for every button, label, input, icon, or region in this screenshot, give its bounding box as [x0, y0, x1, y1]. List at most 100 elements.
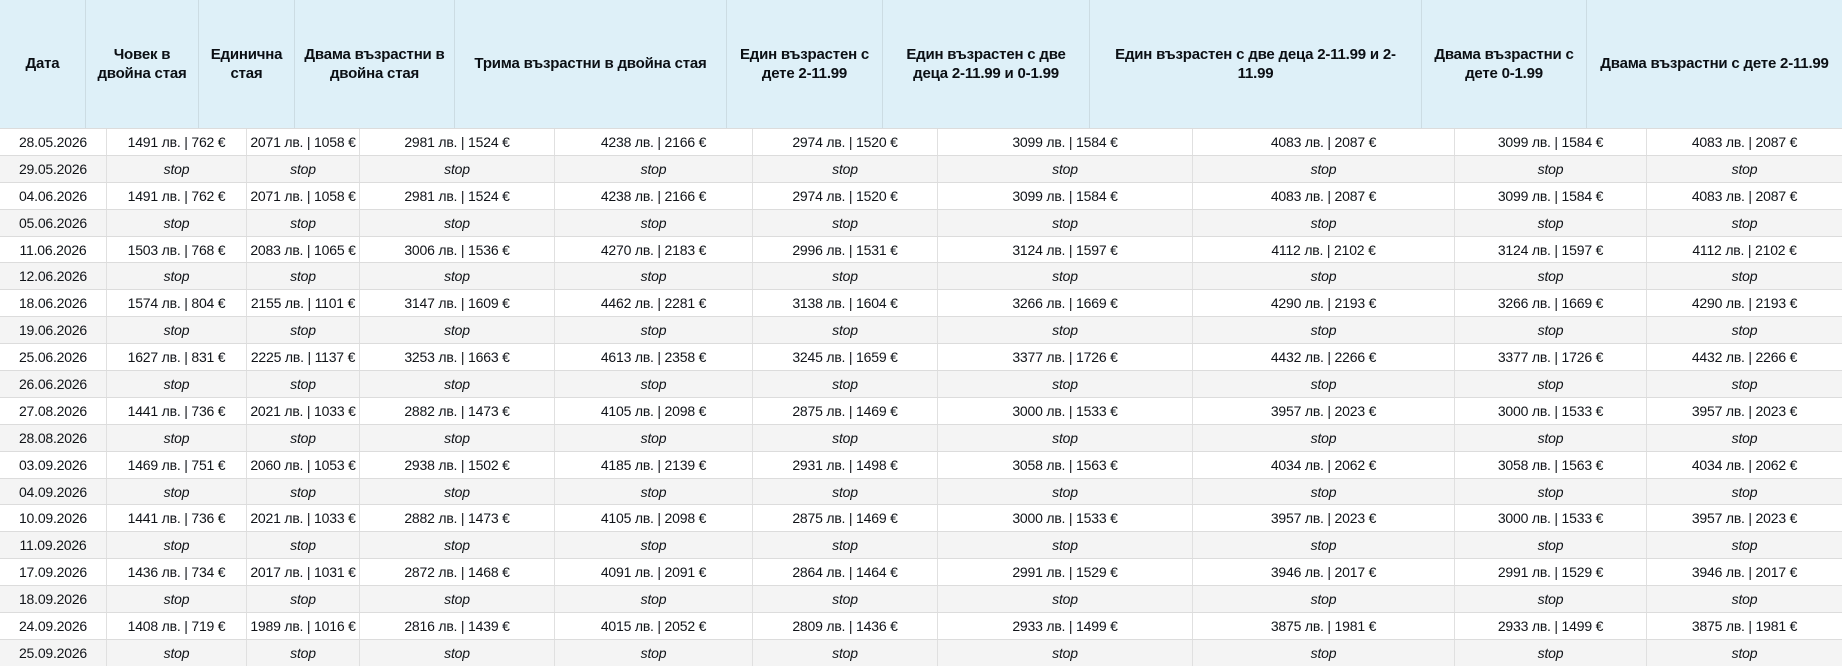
- date-cell: 11.06.2026: [0, 236, 107, 263]
- column-header-one-adult-one-child: Един възрастен с дете 2-11.99: [727, 0, 883, 128]
- date-cell: 18.09.2026: [0, 586, 107, 613]
- price-cell: 2882 лв. | 1473 €: [360, 397, 555, 424]
- price-cell: 4105 лв. | 2098 €: [555, 505, 753, 532]
- stop-cell: stop: [1731, 214, 1758, 231]
- table-row: 11.09.2026 stop stop stop stop stop stop stop st…: [0, 531, 1842, 559]
- date-cell: 03.09.2026: [0, 451, 107, 478]
- price-cell: 1503 лв. | 768 €: [107, 236, 247, 263]
- stop-cell: stop: [938, 586, 1193, 613]
- stop-cell: stop: [360, 424, 555, 451]
- table-row: 25.06.2026 1627 лв. | 831 €2225 лв. | 113…: [0, 343, 1842, 371]
- price-cell: 3147 лв. | 1609 €: [360, 290, 555, 317]
- price-cell: 2864 лв. | 1464 €: [753, 559, 938, 586]
- price-cell: 3266 лв. | 1669 €: [938, 290, 1193, 317]
- price-cell: 2974 лв. | 1520 €: [753, 129, 938, 155]
- stop-cell: stop: [1193, 639, 1455, 666]
- price-cell: 4185 лв. | 2139 €: [555, 451, 753, 478]
- price-cell: 2991 лв. | 1529 €: [1455, 559, 1647, 586]
- price-cell: 2931 лв. | 1498 €: [753, 451, 938, 478]
- price-cell: 4290 лв. | 2193 €: [1691, 295, 1798, 312]
- stop-cell: stop: [555, 317, 753, 344]
- price-cell: 4034 лв. | 2062 €: [1193, 451, 1455, 478]
- stop-cell: stop: [1455, 478, 1647, 505]
- column-header-two-adults-child-0-1: Двама възрастни с дете 0-1.99: [1422, 0, 1587, 128]
- date-cell: 11.09.2026: [0, 532, 107, 559]
- stop-cell: stop: [360, 209, 555, 236]
- stop-cell: stop: [753, 317, 938, 344]
- price-cell: 4083 лв. | 2087 €: [1193, 182, 1455, 209]
- stop-cell: stop: [753, 532, 938, 559]
- price-cell: 3000 лв. | 1533 €: [938, 505, 1193, 532]
- price-cell: 4112 лв. | 2102 €: [1692, 241, 1797, 258]
- stop-cell: stop: [1193, 532, 1455, 559]
- price-cell: 2225 лв. | 1137 €: [247, 344, 360, 371]
- column-header-single-room: Единична стая: [199, 0, 295, 128]
- price-cell: 2996 лв. | 1531 €: [753, 236, 938, 263]
- price-cell: 4432 лв. | 2266 €: [1691, 349, 1798, 366]
- stop-cell: stop: [1193, 478, 1455, 505]
- table-row: 11.06.2026 1503 лв. | 768 €2083 лв. | 106…: [0, 235, 1842, 263]
- price-cell: 2981 лв. | 1524 €: [360, 182, 555, 209]
- date-cell: 19.06.2026: [0, 317, 107, 344]
- stop-cell: stop: [107, 424, 247, 451]
- table-row: 05.06.2026 stop stop stop stop stop stop stop st…: [0, 208, 1842, 236]
- price-cell: 4462 лв. | 2281 €: [555, 290, 753, 317]
- date-cell: 25.09.2026: [0, 639, 107, 666]
- price-cell: 1627 лв. | 831 €: [107, 344, 247, 371]
- stop-cell: stop: [247, 639, 360, 666]
- date-cell: 28.08.2026: [0, 424, 107, 451]
- stop-cell: stop: [938, 263, 1193, 290]
- column-header-two-adults-double: Двама възрастни в двойна стая: [295, 0, 455, 128]
- price-cell: 3957 лв. | 2023 €: [1193, 505, 1455, 532]
- price-cell: 2816 лв. | 1439 €: [360, 613, 555, 639]
- stop-cell: stop: [555, 532, 753, 559]
- stop-cell: stop: [1193, 209, 1455, 236]
- table-row: 26.06.2026 stop stop stop stop stop stop stop st…: [0, 370, 1842, 397]
- stop-cell: stop: [247, 424, 360, 451]
- price-cell: 2155 лв. | 1101 €: [247, 290, 360, 317]
- price-cell: 2017 лв. | 1031 €: [247, 559, 360, 586]
- stop-cell: stop: [360, 371, 555, 397]
- price-cell: 3000 лв. | 1533 €: [1455, 505, 1647, 532]
- date-cell: 04.09.2026: [0, 478, 107, 505]
- stop-cell: stop: [1455, 263, 1647, 290]
- price-cell: 3000 лв. | 1533 €: [938, 397, 1193, 424]
- stop-cell: stop: [247, 586, 360, 613]
- stop-cell: stop: [247, 371, 360, 397]
- stop-cell: stop: [360, 317, 555, 344]
- stop-cell: stop: [107, 263, 247, 290]
- stop-cell: stop: [107, 586, 247, 613]
- table-row: 29.05.2026 stop stop stop stop stop stop stop st…: [0, 154, 1842, 182]
- price-cell: 3957 лв. | 2023 €: [1691, 402, 1798, 419]
- date-cell: 29.05.2026: [0, 155, 107, 182]
- stop-cell: stop: [1193, 586, 1455, 613]
- price-cell: 4015 лв. | 2052 €: [555, 613, 753, 639]
- date-cell: 12.06.2026: [0, 263, 107, 290]
- date-cell: 25.06.2026: [0, 344, 107, 371]
- price-cell: 4270 лв. | 2183 €: [555, 236, 753, 263]
- stop-cell: stop: [1193, 317, 1455, 344]
- price-cell: 3266 лв. | 1669 €: [1455, 290, 1647, 317]
- stop-cell: stop: [753, 155, 938, 182]
- stop-cell: stop: [360, 478, 555, 505]
- stop-cell: stop: [1455, 586, 1647, 613]
- date-cell: 05.06.2026: [0, 209, 107, 236]
- price-cell: 3875 лв. | 1981 €: [1193, 613, 1455, 639]
- stop-cell: stop: [360, 586, 555, 613]
- stop-cell: stop: [938, 371, 1193, 397]
- stop-cell: stop: [107, 155, 247, 182]
- price-cell: 4083 лв. | 2087 €: [1193, 129, 1455, 155]
- stop-cell: stop: [247, 532, 360, 559]
- price-cell: 3099 лв. | 1584 €: [1455, 129, 1647, 155]
- stop-cell: stop: [107, 209, 247, 236]
- column-header-date: Дата: [0, 0, 86, 128]
- price-cell: 4034 лв. | 2062 €: [1691, 456, 1798, 473]
- stop-cell: stop: [1455, 424, 1647, 451]
- stop-cell: stop: [247, 263, 360, 290]
- price-cell: 3946 лв. | 2017 €: [1193, 559, 1455, 586]
- price-cell: 2071 лв. | 1058 €: [247, 182, 360, 209]
- stop-cell: stop: [1731, 322, 1758, 339]
- stop-cell: stop: [938, 155, 1193, 182]
- price-cell: 2933 лв. | 1499 €: [1455, 613, 1647, 639]
- price-cell: 1491 лв. | 762 €: [107, 129, 247, 155]
